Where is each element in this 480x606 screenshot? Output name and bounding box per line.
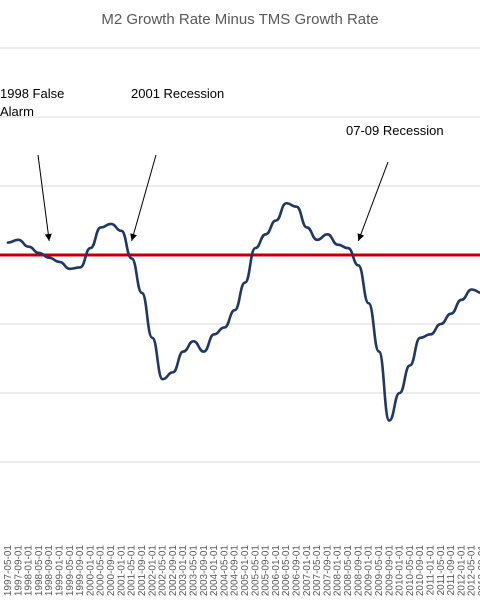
x-tick-label: 2003-01-01 xyxy=(178,545,189,597)
series-lines xyxy=(6,201,480,422)
x-tick-label: 2005-05-01 xyxy=(250,545,261,597)
x-tick-label: 2010-01-01 xyxy=(395,545,406,597)
x-tick-label: 2006-01-01 xyxy=(271,545,282,597)
annotation-text: 07-09 Recession xyxy=(346,123,444,138)
x-tick-label: 2007-01-01 xyxy=(302,545,313,597)
x-tick-label: 2012-05-01 xyxy=(467,545,478,597)
x-tick-label: 2007-05-01 xyxy=(312,545,323,597)
annotation-1: 2001 Recession xyxy=(130,86,224,242)
x-tick-label: 2000-01-01 xyxy=(85,545,96,597)
annotation-arrowhead xyxy=(44,233,52,241)
x-tick-label: 2010-09-01 xyxy=(415,545,426,597)
x-tick-label: 2000-09-01 xyxy=(106,545,117,597)
annotation-text: Alarm xyxy=(0,104,34,119)
x-tick-label: 2009-01-01 xyxy=(364,545,375,597)
x-tick-label: 2011-09-01 xyxy=(446,545,457,596)
annotation-arrowhead xyxy=(357,233,365,241)
annotation-text: 1998 False xyxy=(0,86,64,101)
annotation-arrow xyxy=(37,154,50,242)
x-tick-label: 2001-01-01 xyxy=(116,545,127,597)
x-tick-label: 1998-09-01 xyxy=(44,545,55,597)
annotations: 1998 False Alarm 2001 Recession 07-09 Reces… xyxy=(0,86,444,242)
x-tick-label: 1999-01-01 xyxy=(55,545,66,597)
x-tick-label: 2007-09-01 xyxy=(322,545,333,597)
x-tick-label: 2010-05-01 xyxy=(405,545,416,597)
x-tick-label: 2003-05-01 xyxy=(188,545,199,597)
x-tick-label: 2001-09-01 xyxy=(137,545,148,597)
annotation-0: 1998 False Alarm xyxy=(0,86,64,242)
x-tick-label: 2004-09-01 xyxy=(230,545,241,597)
annotation-arrow xyxy=(357,161,389,242)
x-tick-label: 2001-05-01 xyxy=(127,545,138,597)
x-tick-label: 2008-09-01 xyxy=(353,545,364,597)
series-line-0 xyxy=(6,201,480,422)
x-tick-label: 2009-05-01 xyxy=(374,545,385,597)
annotation-text: 2001 Recession xyxy=(131,86,224,101)
annotation-arrow xyxy=(131,154,157,242)
x-tick-label: 2006-09-01 xyxy=(292,545,303,597)
x-tick-label: 2011-01-01 xyxy=(425,545,436,596)
x-tick-label: 2012-09-01 xyxy=(477,545,480,597)
x-axis-ticks: 1997-05-01 1997-09-01 1998-01-01 1998-05-01… xyxy=(3,545,480,597)
x-tick-label: 2005-01-01 xyxy=(240,545,251,597)
x-tick-label: 2011-05-01 xyxy=(436,545,447,596)
x-tick-label: 2002-09-01 xyxy=(168,545,179,597)
x-tick-label: 1997-05-01 xyxy=(3,545,14,597)
annotation-arrowhead xyxy=(130,233,137,241)
x-tick-label: 2000-05-01 xyxy=(96,545,107,597)
x-tick-label: 2004-01-01 xyxy=(209,545,220,597)
chart-title: M2 Growth Rate Minus TMS Growth Rate xyxy=(101,11,378,28)
x-tick-label: 2009-09-01 xyxy=(384,545,395,597)
x-tick-label: 1999-05-01 xyxy=(65,545,76,597)
x-tick-label: 2006-05-01 xyxy=(281,545,292,597)
x-tick-label: 2004-05-01 xyxy=(219,545,230,597)
x-tick-label: 2002-01-01 xyxy=(147,545,158,597)
x-tick-label: 2012-01-01 xyxy=(456,545,467,597)
x-tick-label: 2003-09-01 xyxy=(199,545,210,597)
x-tick-label: 2002-05-01 xyxy=(158,545,169,597)
x-tick-label: 2008-05-01 xyxy=(343,545,354,597)
x-tick-label: 2008-01-01 xyxy=(333,545,344,597)
x-tick-label: 1999-09-01 xyxy=(75,545,86,597)
x-tick-label: 1998-01-01 xyxy=(24,545,35,597)
x-tick-label: 1997-09-01 xyxy=(13,545,24,597)
x-tick-label: 1998-05-01 xyxy=(34,545,45,597)
x-tick-label: 2005-09-01 xyxy=(261,545,272,597)
annotation-2: 07-09 Recession xyxy=(346,123,444,242)
